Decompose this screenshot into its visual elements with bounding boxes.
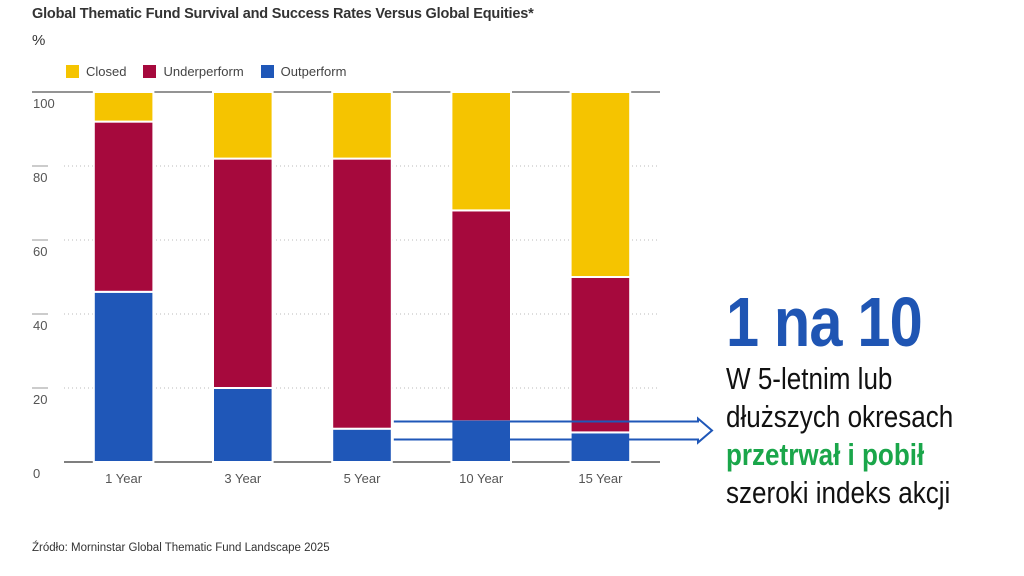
bar-segment-closed-5-year	[331, 91, 393, 160]
callout-headline: 1 na 10	[726, 283, 923, 361]
tick-layer: 0 20 40 60 80 100 1 Year 3 Year 5 Year 10 Year 15 …	[33, 96, 623, 486]
bar-segment-underperform-1-year	[92, 120, 155, 293]
bar-segment-closed-15-year	[569, 91, 632, 278]
callout-line-1: W 5-letnim lub	[726, 361, 893, 396]
callout-line-3: przetrwał i pobił	[726, 437, 925, 472]
bar-segment-closed-1-year	[92, 91, 155, 123]
annotation-arrow	[393, 416, 714, 445]
callout-line-4: szeroki indeks akcji	[726, 475, 951, 510]
legend: Closed Underperform Outperform	[66, 64, 363, 79]
legend-label-outperform: Outperform	[280, 64, 347, 79]
legend-swatch-closed	[66, 65, 79, 78]
bar-segment-outperform-3-year	[212, 387, 274, 463]
legend-label-underperform: Underperform	[163, 64, 244, 79]
legend-item-closed: Closed	[66, 64, 126, 79]
y-tick-label: 40	[33, 318, 47, 333]
bar-segment-closed-3-year	[212, 91, 274, 160]
legend-item-underperform: Underperform	[143, 64, 244, 79]
y-tick-label: 100	[33, 96, 55, 111]
bar-layer	[92, 91, 632, 464]
y-tick-label: 80	[33, 170, 47, 185]
bar-segment-outperform-10-year	[450, 420, 512, 463]
x-tick-label: 5 Year	[344, 471, 382, 486]
bar-segment-underperform-3-year	[212, 157, 274, 389]
arrow-outline	[393, 416, 714, 445]
y-tick-label: 60	[33, 244, 47, 259]
bar-segment-closed-10-year	[450, 91, 512, 212]
bar-segment-underperform-10-year	[450, 209, 512, 423]
bar-segment-underperform-15-year	[569, 276, 632, 434]
x-tick-label: 10 Year	[459, 471, 504, 486]
bar-segment-underperform-5-year	[331, 157, 393, 430]
callout: 1 na 10 W 5-letnim lub dłuższych okresac…	[726, 284, 1016, 512]
x-tick-label: 15 Year	[578, 471, 623, 486]
source-note: Źródło: Morninstar Global Thematic Fund …	[32, 542, 330, 554]
chart-title: Global Thematic Fund Survival and Succes…	[32, 6, 534, 22]
bar-segment-outperform-5-year	[331, 427, 393, 464]
bar-segment-outperform-15-year	[569, 431, 632, 463]
x-tick-label: 1 Year	[105, 471, 143, 486]
y-axis-unit: %	[32, 32, 46, 49]
legend-swatch-underperform	[143, 65, 157, 78]
x-tick-label: 3 Year	[224, 471, 262, 486]
y-tick-label: 20	[33, 392, 47, 407]
bar-segment-outperform-1-year	[92, 290, 155, 463]
y-tick-label: 0	[33, 466, 40, 481]
callout-line-2: dłuższych okresach	[726, 399, 954, 434]
legend-label-closed: Closed	[86, 64, 127, 79]
legend-item-outperform: Outperform	[260, 64, 347, 79]
legend-swatch-outperform	[260, 65, 274, 78]
